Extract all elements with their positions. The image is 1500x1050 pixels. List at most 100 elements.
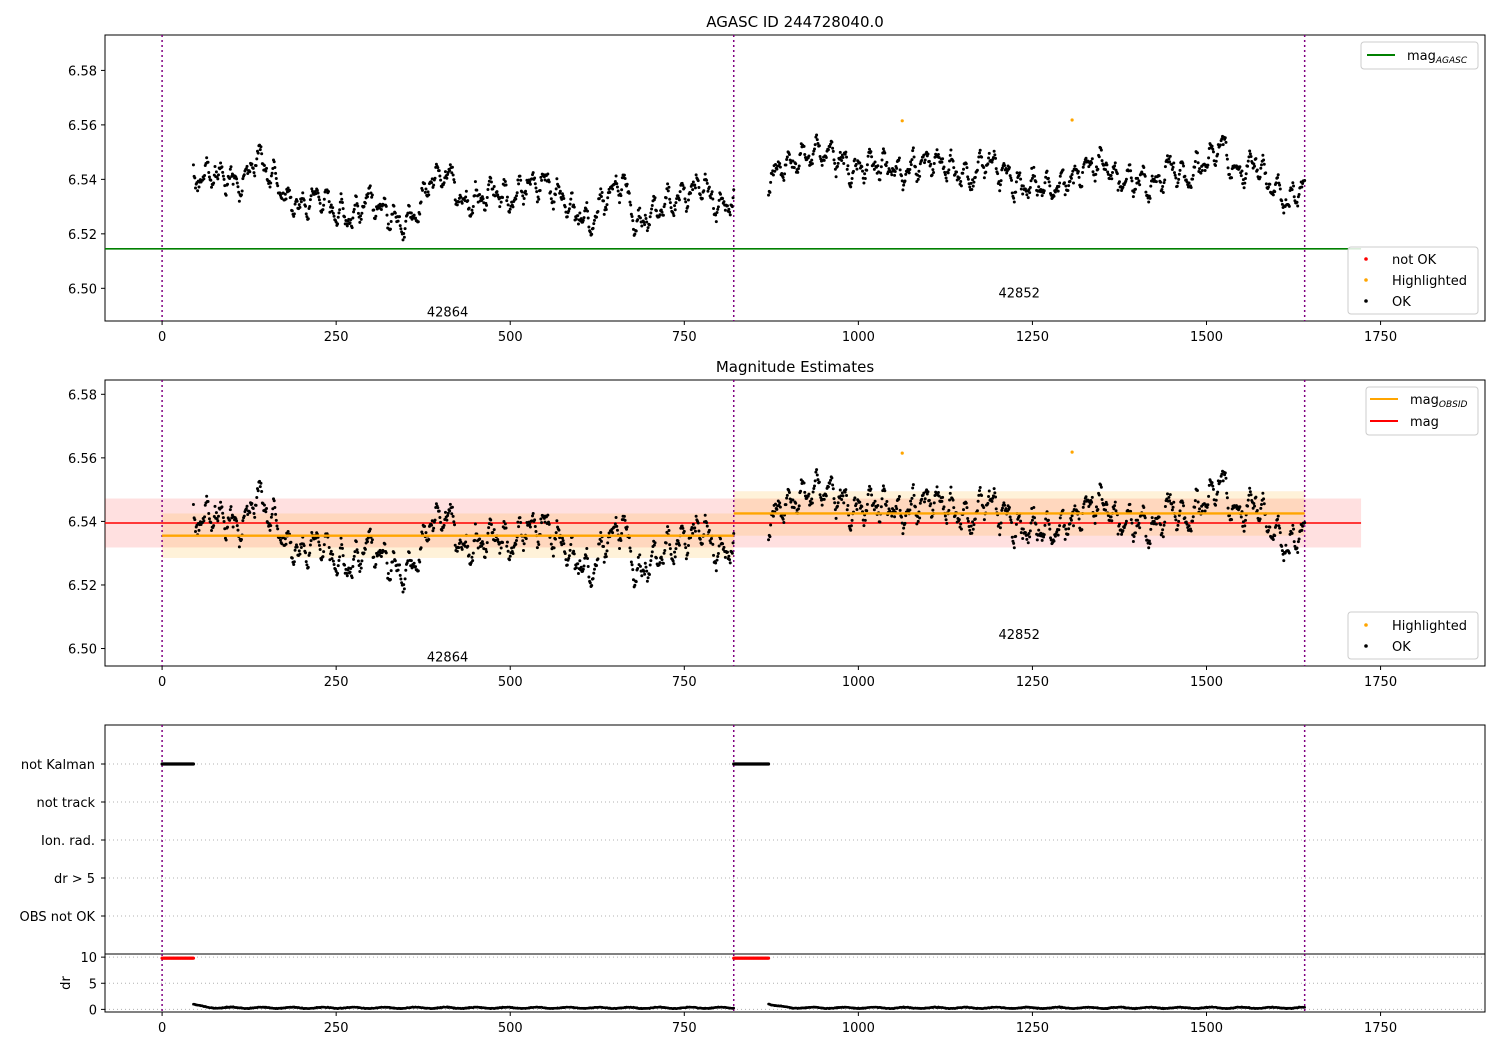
ok-point	[1121, 529, 1125, 533]
ok-point	[336, 564, 340, 568]
ok-point	[663, 202, 667, 206]
ok-point	[226, 182, 230, 186]
ok-point	[714, 569, 718, 573]
ok-point	[519, 178, 523, 182]
ok-point	[1211, 487, 1215, 491]
ok-point	[581, 218, 585, 222]
ok-point	[385, 213, 389, 217]
ok-point	[434, 502, 438, 506]
ok-point	[838, 150, 842, 154]
ok-point	[430, 181, 434, 185]
ok-point	[992, 487, 996, 491]
ok-point	[309, 539, 313, 543]
ok-point	[1154, 522, 1158, 526]
ok-point	[574, 217, 578, 221]
ok-point	[931, 168, 935, 172]
ok-point	[605, 549, 609, 553]
ok-point	[722, 545, 726, 549]
ok-point	[966, 175, 970, 179]
ok-point	[1136, 518, 1140, 522]
ok-point	[269, 174, 273, 178]
ok-point	[414, 565, 418, 569]
ok-point	[878, 178, 882, 182]
ok-point	[605, 203, 609, 207]
ok-point	[355, 202, 359, 206]
ok-point	[1115, 172, 1119, 176]
ok-point	[528, 182, 532, 186]
ok-point	[502, 520, 506, 524]
ok-point	[297, 203, 301, 207]
ok-point	[562, 196, 566, 200]
ok-point	[471, 205, 475, 209]
ok-point	[951, 498, 955, 502]
ok-point	[1244, 172, 1248, 176]
ok-point	[691, 531, 695, 535]
ok-point	[1262, 162, 1266, 166]
ok-point	[1193, 165, 1197, 169]
ok-point	[1207, 494, 1211, 498]
ok-point	[402, 232, 406, 236]
ok-point	[327, 545, 331, 549]
ok-point	[1068, 522, 1072, 526]
ok-point	[1225, 153, 1229, 157]
ok-point	[1293, 544, 1297, 548]
ok-point	[1010, 178, 1014, 182]
ok-point	[1171, 165, 1175, 169]
flag-category-label: dr > 5	[54, 872, 95, 887]
ok-point	[978, 489, 982, 493]
ok-point	[586, 216, 590, 220]
ok-point	[547, 180, 551, 184]
ok-point	[1276, 517, 1280, 521]
ok-point	[270, 512, 274, 516]
ok-point	[374, 214, 378, 218]
ok-point	[897, 494, 901, 498]
ok-point	[341, 207, 345, 211]
ok-point	[554, 187, 558, 191]
ok-point	[1026, 196, 1030, 200]
ok-point	[440, 528, 444, 532]
ok-point	[1175, 184, 1179, 188]
ok-point	[499, 200, 503, 204]
ok-point	[1090, 161, 1094, 165]
ok-point	[840, 497, 844, 501]
ok-point	[450, 512, 454, 516]
ok-point	[1056, 189, 1060, 193]
ok-point	[393, 559, 397, 563]
ok-point	[404, 568, 408, 572]
ok-point	[1292, 527, 1296, 531]
ok-point	[640, 574, 644, 578]
ok-point	[702, 189, 706, 193]
ok-point	[860, 165, 864, 169]
ok-point	[404, 219, 408, 223]
ok-point	[587, 225, 591, 229]
ok-point	[193, 176, 197, 180]
ok-point	[930, 173, 934, 177]
ok-point	[567, 556, 571, 560]
ok-point	[944, 176, 948, 180]
ok-point	[948, 153, 952, 157]
ok-point	[839, 156, 843, 160]
ok-point	[336, 215, 340, 219]
ok-point	[1262, 497, 1266, 501]
ok-point	[1000, 166, 1004, 170]
ok-point	[802, 481, 806, 485]
ok-point	[665, 530, 669, 534]
ok-point	[796, 507, 800, 511]
ok-point	[673, 550, 677, 554]
ok-point	[1097, 493, 1101, 497]
ok-point	[1007, 165, 1011, 169]
ok-point	[269, 524, 273, 528]
ok-point	[298, 205, 302, 209]
ok-point	[1191, 515, 1195, 519]
ok-point	[844, 150, 848, 154]
ok-point	[810, 158, 814, 162]
ok-point	[870, 493, 874, 497]
ok-point	[1176, 523, 1180, 527]
ok-point	[714, 220, 718, 224]
ok-point	[982, 506, 986, 510]
ok-point	[292, 563, 296, 567]
ok-point	[592, 222, 596, 226]
ok-point	[646, 226, 650, 230]
ok-point	[553, 537, 557, 541]
ok-point	[1161, 528, 1165, 532]
